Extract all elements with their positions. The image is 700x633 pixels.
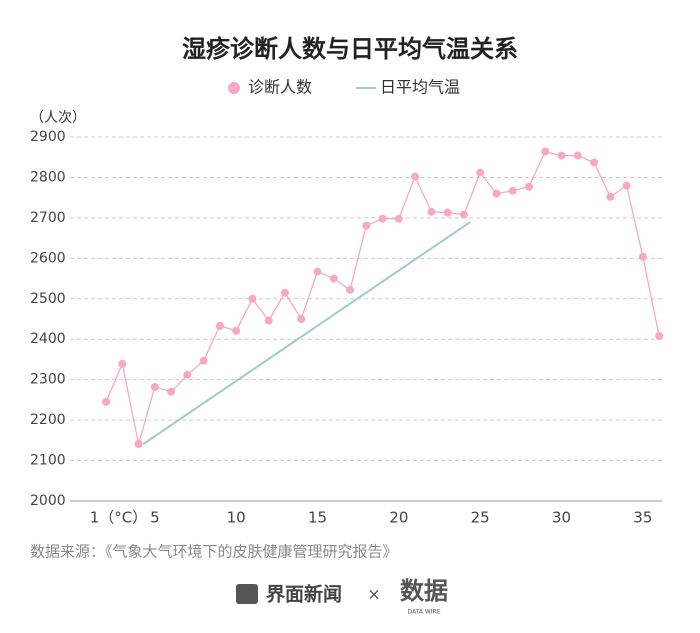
y-tick-label: 2000: [30, 493, 66, 509]
data-point: [557, 151, 566, 160]
y-tick-label: 2400: [30, 331, 66, 347]
data-point: [459, 210, 468, 219]
x-tick-label: 15: [308, 509, 327, 527]
data-point: [313, 267, 322, 276]
data-point: [508, 186, 517, 195]
data-point: [297, 315, 306, 323]
data-point: [183, 370, 192, 379]
x-tick-label: 25: [471, 509, 490, 527]
data-point: [102, 397, 111, 406]
legend-label: 诊断人数: [248, 78, 312, 97]
x-tick-label: 5: [150, 509, 160, 527]
data-point: [150, 382, 159, 391]
y-tick-label: 2100: [30, 453, 66, 469]
data-point: [329, 274, 338, 283]
y-tick-label: 2300: [30, 372, 66, 388]
data-point: [280, 288, 289, 297]
x-tick-label: 1（°C）: [90, 509, 148, 527]
data-point: [606, 192, 615, 201]
y-axis-label: （人次）: [30, 110, 86, 126]
data-point: [167, 387, 176, 396]
y-tick-label: 2800: [30, 169, 66, 185]
data-point: [248, 294, 257, 303]
data-point: [655, 331, 664, 340]
data-point: [346, 285, 355, 294]
data-point: [378, 214, 387, 223]
y-tick-label: 2700: [30, 210, 66, 226]
x-tick-label: 10: [227, 509, 246, 527]
source: 数据来源：《气象大气环境下的皮肤健康管理研究报告》: [30, 543, 398, 561]
data-point: [232, 326, 241, 335]
footer-logo-sub: DATA WIRE: [407, 609, 440, 616]
footer-brand: 界面新闻: [266, 583, 342, 606]
data-point: [492, 189, 501, 198]
brand-icon: [236, 584, 258, 604]
y-tick-label: 2500: [30, 291, 66, 307]
data-point: [443, 208, 452, 217]
legend-marker: [228, 82, 240, 94]
x-tick-label: 20: [389, 509, 408, 527]
data-point: [573, 151, 582, 160]
data-point: [411, 172, 420, 181]
trend-line: [142, 221, 471, 445]
footer-logo: 数据: [400, 577, 448, 605]
legend-label: 日平均气温: [380, 78, 460, 97]
data-point: [394, 214, 403, 223]
data-point: [264, 316, 273, 325]
data-point: [215, 321, 224, 330]
footer-separator: ×: [367, 585, 380, 604]
data-point: [638, 252, 647, 261]
x-tick-label: 35: [633, 509, 652, 527]
data-point: [362, 221, 371, 230]
chart-title: 湿疹诊断人数与日平均气温关系: [182, 35, 518, 63]
data-point: [427, 207, 436, 216]
y-tick-label: 2900: [30, 129, 66, 145]
y-tick-label: 2600: [30, 250, 66, 266]
data-point: [118, 359, 127, 368]
data-point: [476, 168, 485, 177]
y-tick-label: 2200: [30, 412, 66, 428]
x-tick-label: 30: [552, 509, 571, 527]
line-connector: [105, 150, 660, 445]
data-point: [541, 147, 550, 156]
data-point: [199, 356, 208, 365]
data-point: [590, 158, 599, 167]
data-point: [134, 439, 143, 448]
data-point: [524, 182, 533, 191]
data-point: [622, 181, 631, 190]
